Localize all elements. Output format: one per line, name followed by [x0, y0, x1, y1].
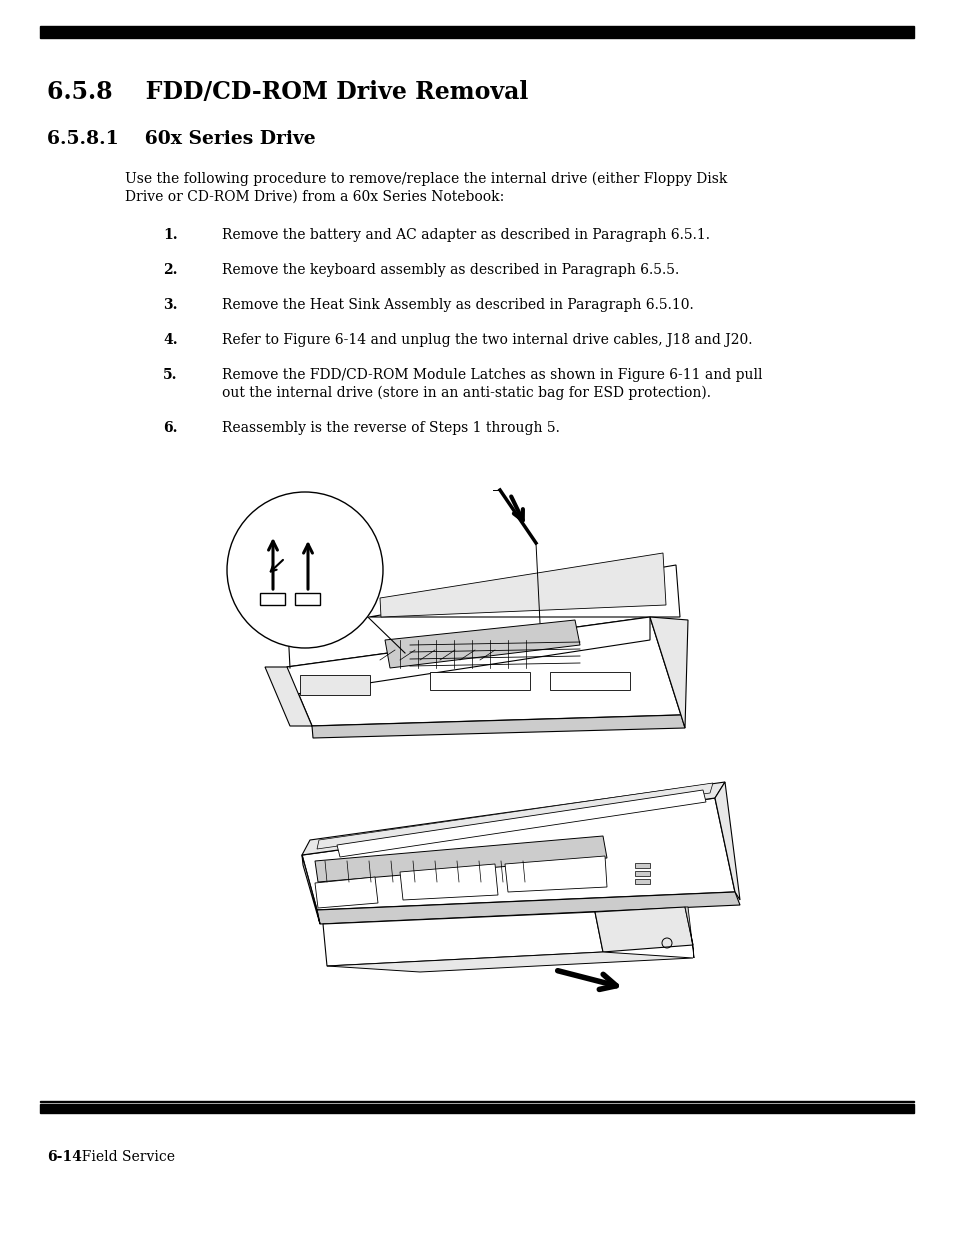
Text: out the internal drive (store in an anti-static bag for ESD protection).: out the internal drive (store in an anti… — [222, 387, 710, 400]
Polygon shape — [287, 618, 649, 695]
Bar — [40, 1100, 913, 1102]
Text: 2.: 2. — [163, 263, 177, 277]
Text: Reassembly is the reverse of Steps 1 through 5.: Reassembly is the reverse of Steps 1 thr… — [222, 421, 559, 435]
Polygon shape — [649, 618, 687, 727]
Text: 6.: 6. — [163, 421, 177, 435]
Bar — [40, 26, 913, 28]
Text: Remove the Heat Sink Assembly as described in Paragraph 6.5.10.: Remove the Heat Sink Assembly as describ… — [222, 298, 693, 312]
Polygon shape — [316, 892, 740, 924]
Text: Remove the FDD/CD-ROM Module Latches as shown in Figure 6-11 and pull: Remove the FDD/CD-ROM Module Latches as … — [222, 368, 761, 382]
Text: Drive or CD-ROM Drive) from a 60x Series Notebook:: Drive or CD-ROM Drive) from a 60x Series… — [125, 190, 504, 204]
Polygon shape — [323, 911, 602, 966]
Polygon shape — [302, 798, 734, 910]
Text: 4.: 4. — [163, 333, 177, 347]
Polygon shape — [314, 836, 606, 882]
Polygon shape — [385, 620, 579, 668]
Text: Remove the keyboard assembly as described in Paragraph 6.5.5.: Remove the keyboard assembly as describe… — [222, 263, 679, 277]
Bar — [260, 593, 285, 605]
Bar — [635, 863, 649, 868]
Text: 5.: 5. — [163, 368, 177, 382]
Bar — [635, 871, 649, 876]
Text: 1.: 1. — [163, 228, 177, 242]
Text: Field Service: Field Service — [73, 1150, 174, 1165]
Polygon shape — [265, 667, 312, 726]
Polygon shape — [369, 564, 679, 618]
Polygon shape — [399, 864, 497, 900]
Polygon shape — [684, 906, 693, 958]
Polygon shape — [327, 952, 692, 972]
Polygon shape — [316, 783, 712, 848]
Polygon shape — [302, 855, 319, 924]
Polygon shape — [312, 715, 684, 739]
Text: Remove the battery and AC adapter as described in Paragraph 6.5.1.: Remove the battery and AC adapter as des… — [222, 228, 709, 242]
Bar — [40, 28, 913, 38]
Text: Use the following procedure to remove/replace the internal drive (either Floppy : Use the following procedure to remove/re… — [125, 172, 726, 186]
Text: 6.5.8    FDD/CD-ROM Drive Removal: 6.5.8 FDD/CD-ROM Drive Removal — [47, 80, 528, 104]
Polygon shape — [504, 856, 606, 892]
Polygon shape — [714, 782, 740, 900]
Bar — [430, 672, 530, 690]
Text: 6.5.8.1    60x Series Drive: 6.5.8.1 60x Series Drive — [47, 130, 315, 148]
Polygon shape — [302, 782, 724, 855]
Bar — [299, 676, 370, 695]
Polygon shape — [595, 906, 692, 952]
Bar — [550, 672, 629, 690]
Bar — [40, 1104, 913, 1113]
Polygon shape — [336, 790, 705, 857]
Bar — [635, 879, 649, 884]
Polygon shape — [287, 618, 680, 726]
Text: Refer to Figure 6-14 and unplug the two internal drive cables, J18 and J20.: Refer to Figure 6-14 and unplug the two … — [222, 333, 752, 347]
Bar — [294, 593, 319, 605]
Circle shape — [227, 492, 382, 648]
Polygon shape — [314, 877, 377, 908]
Text: 3.: 3. — [163, 298, 177, 312]
Polygon shape — [379, 553, 665, 618]
Text: 6-14: 6-14 — [47, 1150, 82, 1165]
